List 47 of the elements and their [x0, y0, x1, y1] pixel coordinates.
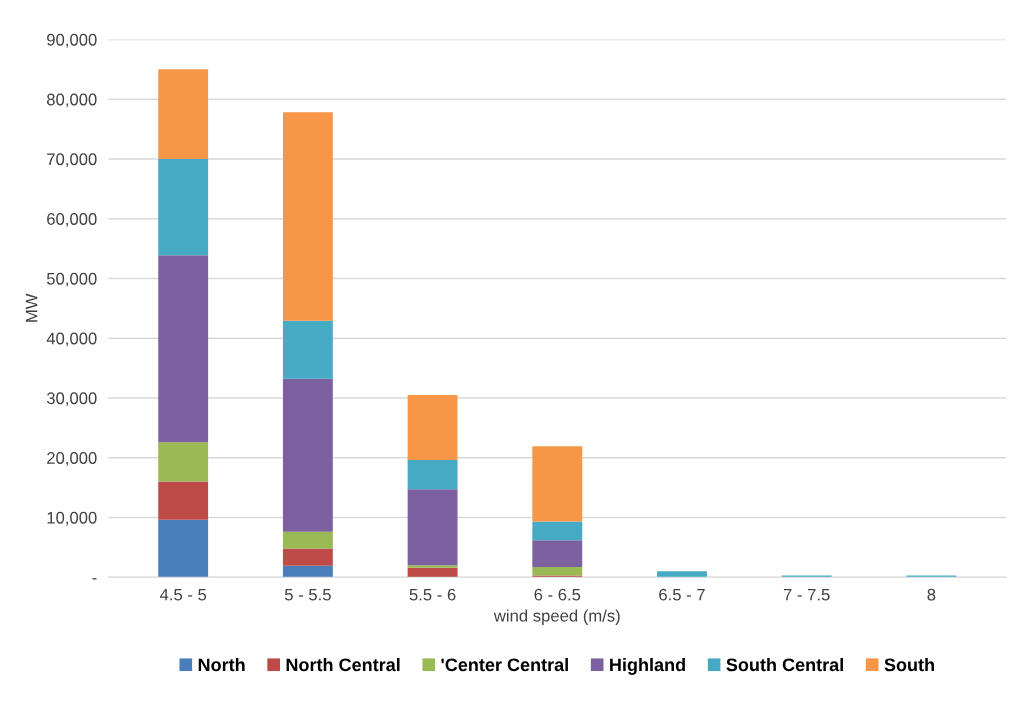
bar	[407, 394, 458, 461]
bar	[282, 565, 333, 578]
bar	[158, 519, 209, 578]
legend-label: South Central	[726, 657, 843, 672]
y-tick-label: 90,000	[47, 33, 97, 48]
bar	[532, 540, 583, 568]
y-tick-label: 50,000	[46, 272, 97, 287]
x-tick-label: 6.5 - 7	[659, 588, 705, 601]
bar	[407, 460, 458, 490]
bar	[532, 521, 583, 541]
bar	[158, 158, 209, 256]
bar	[407, 489, 458, 566]
bar	[282, 531, 333, 549]
y-axis-title: MW	[25, 293, 38, 322]
bar	[532, 446, 583, 522]
x-tick-label: 8	[927, 588, 936, 601]
bar	[282, 112, 333, 321]
legend-label: Highland	[610, 657, 685, 675]
legend-label: 'Center Central	[441, 657, 568, 672]
bar	[407, 567, 458, 578]
x-tick-label: 5 - 5.5	[284, 588, 331, 601]
x-tick-label: 7 - 7.5	[783, 588, 830, 601]
bar	[657, 571, 707, 578]
y-tick-label: 40,000	[46, 332, 97, 347]
x-axis-title: wind speed (m/s)	[493, 609, 620, 625]
y-tick-label: 60,000	[47, 213, 97, 227]
bar	[158, 255, 209, 443]
legend-label: North Central	[286, 657, 400, 672]
bar	[158, 442, 209, 482]
legend-label: North	[198, 657, 245, 672]
bar	[282, 548, 333, 566]
x-tick-label: 4.5 - 5	[159, 588, 207, 601]
bar	[158, 481, 209, 520]
legend-label: South	[884, 657, 934, 672]
x-tick-label: 6 - 6.5	[534, 588, 581, 601]
bar	[407, 565, 458, 568]
bar	[282, 320, 333, 379]
y-tick-label: 30,000	[46, 392, 97, 407]
bar	[158, 69, 209, 159]
y-tick-label: 20,000	[47, 452, 97, 466]
y-tick-label: 10,000	[47, 511, 97, 526]
x-tick-label: 5.5 - 6	[409, 588, 456, 601]
y-tick-label: -	[92, 578, 97, 580]
bar	[532, 567, 583, 576]
bar	[282, 378, 333, 532]
y-tick-label: 70,000	[47, 153, 97, 168]
y-tick-label: 80,000	[47, 93, 97, 108]
